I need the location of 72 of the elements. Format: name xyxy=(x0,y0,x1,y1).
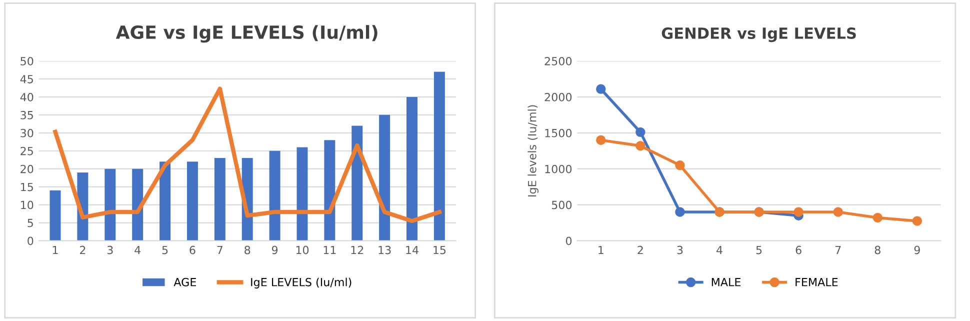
y-tick-label: 40 xyxy=(20,92,34,102)
x-tick-label: 5 xyxy=(756,246,762,254)
y-tick-label: 10 xyxy=(21,200,34,210)
x-tick-label: 10 xyxy=(296,246,309,254)
chart-title: GENDER vs IgE LEVELS xyxy=(662,27,856,42)
point xyxy=(794,207,804,217)
x-tick-label: 11 xyxy=(324,246,336,254)
y-tick-label: 500 xyxy=(552,200,572,210)
y-tick-label: 1000 xyxy=(545,164,572,174)
point xyxy=(636,140,646,151)
point xyxy=(675,160,685,170)
y-axis-title: IgE levels (Iu/ml) xyxy=(528,105,538,196)
x-tick-label: 8 xyxy=(874,246,880,254)
point xyxy=(596,84,606,94)
x-tick-label: 7 xyxy=(835,246,841,254)
y-tick-label: 15 xyxy=(21,182,33,192)
x-tick-label: 9 xyxy=(272,246,278,254)
point xyxy=(636,127,646,138)
bar xyxy=(160,162,171,241)
x-tick-label: 7 xyxy=(217,246,222,254)
x-tick-label: 4 xyxy=(134,246,140,254)
legend-label: IgE LEVELS (Iu/ml) xyxy=(251,278,352,288)
y-tick-label: 35 xyxy=(20,110,33,120)
x-tick-label: 8 xyxy=(244,246,250,254)
legend-label: AGE xyxy=(174,278,196,286)
x-tick-label: 1 xyxy=(52,246,58,254)
bar xyxy=(296,147,308,241)
point xyxy=(675,207,685,217)
legend-label: MALE xyxy=(712,278,740,286)
y-tick-label: 2000 xyxy=(544,92,572,102)
y-tick-label: 0 xyxy=(566,236,572,246)
y-tick-label: 1500 xyxy=(545,128,572,138)
x-tick-label: 2 xyxy=(80,246,86,254)
y-tick-label: 5 xyxy=(28,218,33,228)
x-tick-label: 5 xyxy=(162,246,168,254)
x-tick-label: 14 xyxy=(406,246,418,254)
legend-label: FEMALE xyxy=(796,278,838,286)
bar xyxy=(269,150,280,241)
x-tick-label: 1 xyxy=(598,246,604,254)
x-tick-label: 3 xyxy=(107,246,113,254)
point xyxy=(872,212,882,223)
bar xyxy=(50,190,61,241)
bar xyxy=(324,140,336,241)
y-tick-label: 25 xyxy=(20,146,33,156)
x-tick-label: 9 xyxy=(914,246,920,254)
x-tick-label: 4 xyxy=(716,246,722,254)
y-tick-label: 20 xyxy=(20,164,34,174)
bar xyxy=(352,126,363,241)
y-tick-label: 50 xyxy=(20,56,34,66)
x-tick-label: 15 xyxy=(434,246,446,254)
y-tick-label: 30 xyxy=(20,128,34,138)
y-tick-label: 2500 xyxy=(544,56,572,66)
bar xyxy=(186,162,198,241)
point xyxy=(912,216,922,226)
bar xyxy=(434,72,445,241)
bar xyxy=(214,158,226,241)
x-tick-label: 2 xyxy=(638,246,643,254)
chart-title: AGE vs IgE LEVELS (Iu/ml) xyxy=(116,25,378,43)
bar xyxy=(379,114,390,241)
y-tick-label: 45 xyxy=(20,75,33,84)
line-series xyxy=(53,86,442,224)
bar xyxy=(132,168,144,241)
y-tick-label: 0 xyxy=(28,236,34,246)
x-tick-label: 13 xyxy=(378,246,391,254)
x-tick-label: 6 xyxy=(796,246,802,254)
point xyxy=(833,207,843,217)
bar xyxy=(406,96,418,241)
point xyxy=(596,135,606,145)
x-tick-label: 6 xyxy=(190,246,196,254)
x-tick-label: 12 xyxy=(351,246,364,254)
bar xyxy=(104,168,116,241)
x-tick-label: 3 xyxy=(677,246,683,254)
